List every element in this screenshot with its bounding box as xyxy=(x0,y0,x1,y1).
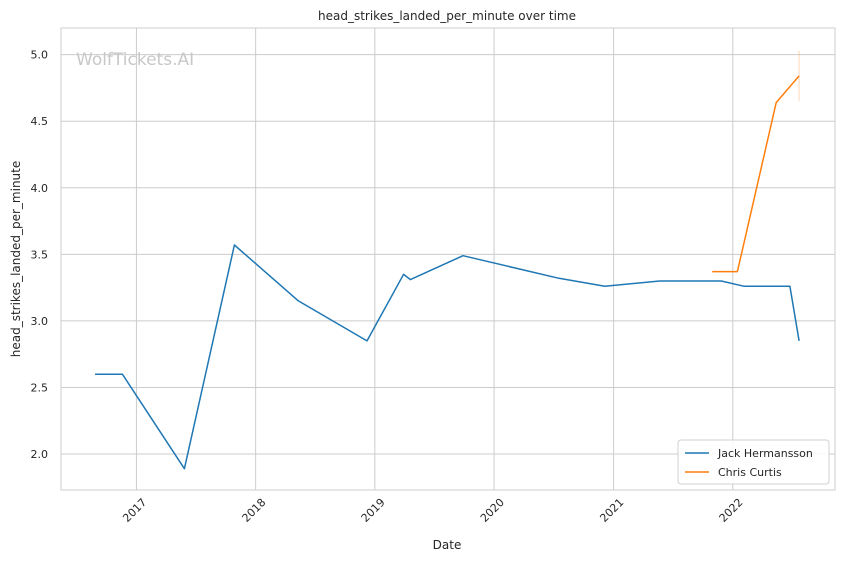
y-tick-label: 2.0 xyxy=(31,448,49,461)
chart-title: head_strikes_landed_per_minute over time xyxy=(318,9,576,23)
data-point-chris-curtis xyxy=(711,271,713,273)
y-tick-label: 3.5 xyxy=(31,248,49,261)
plot-area-frame xyxy=(60,27,836,491)
y-tick-label: 3.0 xyxy=(31,315,49,328)
data-point-jack-hermansson xyxy=(403,273,405,275)
data-point-jack-hermansson xyxy=(462,255,464,257)
legend-label-chris-curtis: Chris Curtis xyxy=(718,466,782,479)
y-axis-ticks: 2.0 2.5 3.0 3.5 4.0 4.5 5.0 xyxy=(31,49,49,461)
data-point-jack-hermansson xyxy=(743,285,745,287)
legend-box xyxy=(677,439,830,485)
data-point-chris-curtis xyxy=(798,75,800,77)
y-tick-label: 5.0 xyxy=(31,49,49,62)
series-line-jack-hermansson xyxy=(95,244,800,470)
legend-label-jack-hermansson: Jack Hermansson xyxy=(717,447,813,460)
data-point-jack-hermansson xyxy=(94,373,96,375)
y-tick-label: 4.5 xyxy=(31,115,49,128)
data-point-jack-hermansson xyxy=(233,244,235,246)
y-axis-label: head_strikes_landed_per_minute xyxy=(9,161,23,358)
data-point-jack-hermansson xyxy=(789,285,791,287)
data-point-jack-hermansson xyxy=(659,280,661,282)
series-line-chris-curtis xyxy=(712,75,800,273)
x-axis-label: Date xyxy=(433,538,462,552)
data-point-jack-hermansson xyxy=(183,468,185,470)
data-point-jack-hermansson xyxy=(409,279,411,281)
y-tick-label: 2.5 xyxy=(31,381,49,394)
data-point-chris-curtis xyxy=(775,102,777,104)
y-tick-label: 4.0 xyxy=(31,182,49,195)
data-point-jack-hermansson xyxy=(604,285,606,287)
data-point-jack-hermansson xyxy=(558,277,560,279)
watermark: WolfTickets.AI xyxy=(76,50,194,70)
data-point-chris-curtis xyxy=(736,271,738,273)
data-point-jack-hermansson xyxy=(720,280,722,282)
data-point-jack-hermansson xyxy=(366,340,368,342)
data-point-jack-hermansson xyxy=(297,300,299,302)
data-point-jack-hermansson xyxy=(798,340,800,342)
legend: Jack Hermansson Chris Curtis xyxy=(677,439,830,485)
data-point-jack-hermansson xyxy=(121,373,123,375)
series-layer xyxy=(94,50,800,470)
